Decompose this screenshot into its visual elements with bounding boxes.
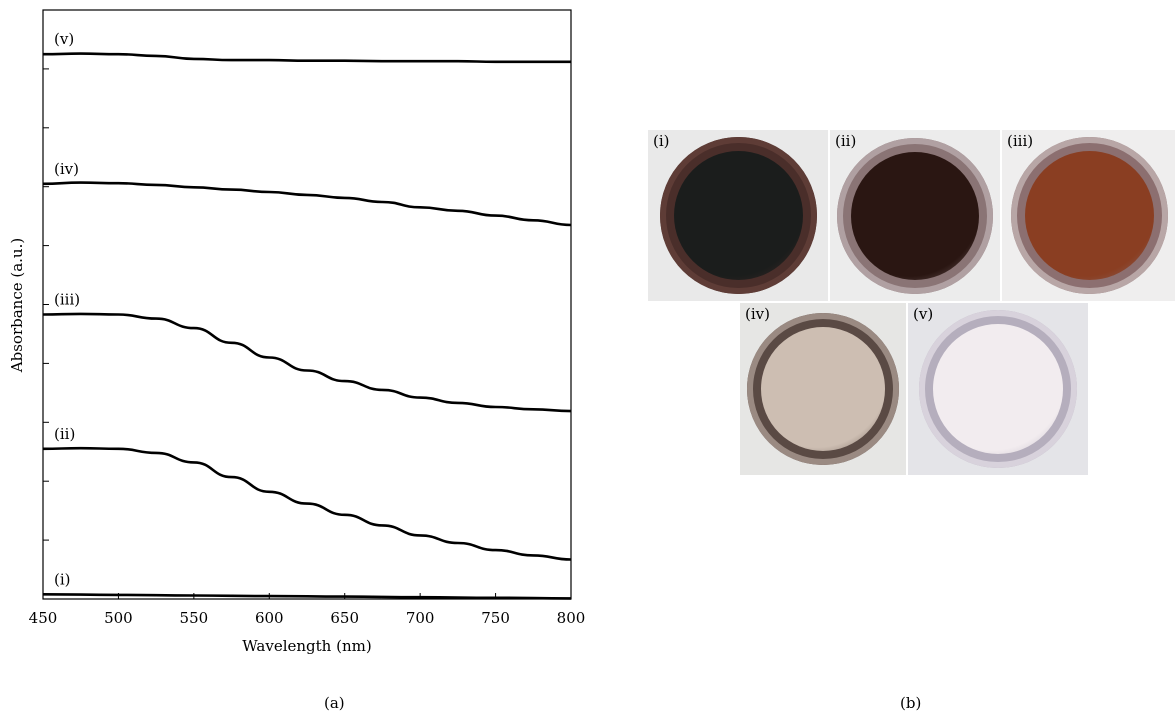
series-label-3: (iii): [54, 291, 80, 309]
absorbance-chart: 450 500 550 600 650 700 750 800 (i) (ii) (iii) (iv…: [8, 9, 586, 655]
x-tick-label: 800: [557, 609, 586, 627]
dish-rim: [747, 313, 899, 465]
x-tick-label: 650: [330, 609, 359, 627]
series-label-5: (v): [54, 30, 74, 48]
dish-solution: [933, 324, 1063, 454]
dish-rim: [919, 310, 1077, 468]
series-label-1: (i): [54, 570, 71, 588]
y-axis-label: Absorbance (a.u.): [8, 238, 26, 373]
x-tick-label: 550: [180, 609, 209, 627]
photo-sample-iv: (iv): [740, 303, 906, 475]
photo-sample-v: (v): [908, 303, 1088, 475]
photo-label: (iii): [1007, 132, 1034, 150]
dish-solution: [673, 151, 803, 280]
dish-rim: [659, 137, 817, 294]
series-line-4: [42, 181, 572, 227]
y-axis-ticks: [43, 68, 49, 541]
series-label-4: (iv): [54, 160, 79, 178]
panel-b-caption: (b): [900, 694, 922, 712]
dish-rim: [837, 137, 993, 294]
dish-solution: [1024, 151, 1154, 280]
dish-solution: [761, 327, 885, 451]
dish-solution: [851, 151, 979, 280]
photo-label: (i): [653, 132, 670, 150]
panel-a-caption: (a): [324, 694, 345, 712]
series-label-2: (ii): [54, 425, 75, 443]
x-tick-label: 700: [406, 609, 435, 627]
series-line-1: [42, 593, 572, 600]
photo-sample-ii: (ii): [830, 130, 1000, 301]
x-tick-label: 750: [481, 609, 510, 627]
series-line-5: [42, 52, 571, 64]
dish-rim: [1010, 137, 1168, 294]
series-line-3: [42, 312, 572, 413]
x-axis-ticks: 450 500 550 600 650 700 750 800: [29, 593, 586, 627]
x-tick-label: 500: [104, 609, 133, 627]
photo-label: (iv): [745, 305, 770, 323]
series-lines: [42, 52, 572, 600]
photo-sample-iii: (iii): [1002, 130, 1175, 301]
series-line-2: [42, 446, 572, 561]
x-tick-label: 600: [255, 609, 284, 627]
photo-sample-i: (i): [648, 130, 828, 301]
x-tick-label: 450: [29, 609, 58, 627]
x-axis-label: Wavelength (nm): [242, 637, 371, 655]
photo-label: (v): [913, 305, 934, 323]
series-labels: (i) (ii) (iii) (iv) (v): [54, 30, 80, 588]
photo-label: (ii): [835, 132, 857, 150]
plot-frame: [42, 9, 572, 600]
